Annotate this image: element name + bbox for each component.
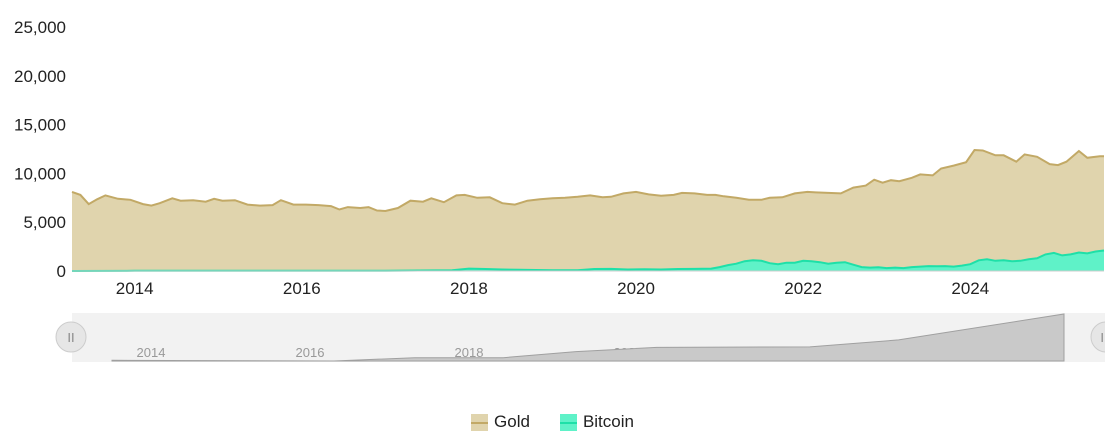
- legend-label-bitcoin: Bitcoin: [582, 412, 634, 431]
- y-tick-label: 5,000: [23, 213, 66, 232]
- navigator-tick-label: 2016: [296, 345, 325, 360]
- legend-label-gold: Gold: [494, 412, 530, 431]
- y-tick-label: 25,000: [14, 18, 66, 37]
- y-tick-label: 20,000: [14, 67, 66, 86]
- navigator-handle-left[interactable]: II: [55, 321, 87, 353]
- navigator-handle-right[interactable]: II: [1090, 321, 1105, 353]
- x-tick-label: 2020: [617, 279, 655, 298]
- x-tick-label: 2016: [283, 279, 321, 298]
- legend-item-bitcoin[interactable]: Bitcoin: [559, 408, 634, 436]
- legend: Gold Bitcoin: [0, 408, 1105, 436]
- navigator-series: [111, 313, 1065, 362]
- bitcoin-series-line[interactable]: [71, 249, 1105, 272]
- navigator-handle-left-label: II: [67, 330, 74, 345]
- x-tick-label: 2024: [951, 279, 989, 298]
- y-axis: 0 5,000 10,000 15,000 20,000 25,000: [14, 18, 66, 281]
- bitcoin-area: [71, 249, 1105, 272]
- y-tick-label: 15,000: [14, 116, 66, 135]
- x-tick-label: 2018: [450, 279, 488, 298]
- y-tick-label: 10,000: [14, 164, 66, 183]
- gold-area-fill: [72, 150, 1104, 271]
- navigator-tick-label: 2014: [137, 345, 166, 360]
- legend-item-gold[interactable]: Gold: [471, 408, 530, 436]
- navigator-handle-right-label: II: [1100, 330, 1105, 345]
- gold-series-line[interactable]: [71, 148, 1104, 213]
- x-tick-label: 2014: [116, 279, 154, 298]
- navigator-area: [111, 313, 1065, 362]
- bitcoin-area-fill: [72, 250, 1104, 271]
- legend-swatch-bitcoin: [559, 413, 577, 431]
- x-axis: 2014 2016 2018 2020 2022 2024: [116, 279, 989, 298]
- x-tick-label: 2022: [784, 279, 822, 298]
- navigator-tick-label: 2018: [455, 345, 484, 360]
- legend-swatch-gold: [471, 413, 489, 431]
- y-tick-label: 0: [57, 262, 66, 281]
- gold-area: [71, 148, 1104, 271]
